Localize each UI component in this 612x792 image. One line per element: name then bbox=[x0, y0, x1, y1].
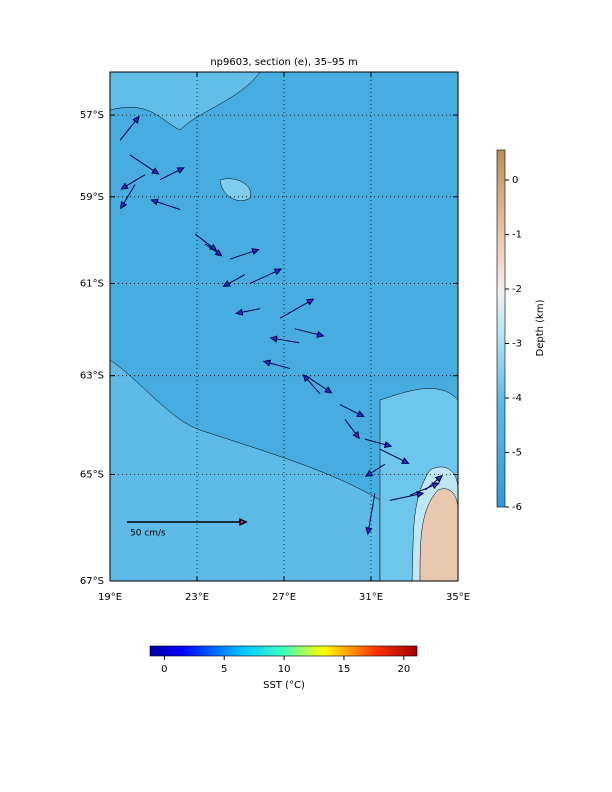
x-tick-label: 27°E bbox=[272, 592, 296, 603]
contour bbox=[219, 178, 252, 201]
y-tick-label: 59°S bbox=[80, 192, 104, 203]
colorbar-tick-label: 0 bbox=[161, 664, 167, 675]
x-tick-label: 23°E bbox=[185, 592, 209, 603]
scale-arrow-label: 50 cm/s bbox=[130, 529, 166, 539]
velocity-vector bbox=[302, 373, 321, 395]
colorbar-tick-label: -4 bbox=[512, 393, 522, 404]
velocity-vector bbox=[235, 308, 261, 316]
scale-arrow bbox=[127, 518, 248, 526]
velocity-vector bbox=[159, 167, 185, 181]
colorbar-tick-label: 5 bbox=[221, 664, 227, 675]
x-tick-label: 19°E bbox=[98, 592, 122, 603]
contour bbox=[110, 72, 261, 131]
velocity-vector bbox=[129, 154, 160, 175]
x-tick-label: 35°E bbox=[446, 592, 470, 603]
velocity-vector bbox=[222, 274, 246, 288]
map-title: np9603, section (e), 35–95 m bbox=[210, 57, 357, 68]
colorbar-tick-label: 15 bbox=[338, 664, 351, 675]
sst-colorbar bbox=[149, 645, 418, 657]
velocity-vector bbox=[344, 418, 360, 440]
velocity-vector bbox=[119, 115, 140, 141]
sst-colorbar-label: SST (°C) bbox=[263, 680, 305, 691]
colorbar-tick-label: 20 bbox=[397, 664, 410, 675]
colorbar-tick-label: -6 bbox=[512, 502, 522, 513]
land bbox=[419, 488, 458, 581]
y-tick-label: 65°S bbox=[80, 469, 104, 480]
velocity-vector bbox=[309, 378, 333, 394]
velocity-vector bbox=[204, 243, 223, 257]
colorbar-tick-label: 10 bbox=[278, 664, 291, 675]
velocity-vector bbox=[339, 404, 365, 418]
velocity-vector bbox=[150, 198, 181, 210]
velocity-vector bbox=[279, 298, 315, 319]
contour bbox=[110, 359, 381, 581]
velocity-vector bbox=[229, 248, 260, 260]
y-tick-label: 57°S bbox=[80, 110, 104, 121]
velocity-vector bbox=[262, 359, 291, 370]
velocity-vector bbox=[379, 448, 410, 464]
velocity-vector bbox=[364, 463, 386, 477]
velocity-vector bbox=[249, 268, 283, 284]
colorbar-tick-label: 0 bbox=[512, 175, 518, 186]
y-tick-label: 67°S bbox=[80, 576, 104, 587]
velocity-vector bbox=[120, 184, 136, 210]
velocity-vector bbox=[364, 438, 393, 448]
colorbar-tick-label: -1 bbox=[512, 229, 522, 240]
velocity-vector bbox=[269, 335, 300, 344]
depth-colorbar bbox=[496, 149, 506, 508]
velocity-vector bbox=[294, 328, 325, 338]
velocity-vector bbox=[425, 474, 443, 491]
colorbar-tick-label: -5 bbox=[512, 447, 522, 458]
colorbar-tick-label: -2 bbox=[512, 284, 522, 295]
depth-colorbar-label: Depth (km) bbox=[535, 299, 546, 356]
velocity-vector bbox=[389, 491, 425, 501]
y-tick-label: 63°S bbox=[80, 371, 104, 382]
velocity-vector bbox=[365, 493, 376, 536]
colorbar-tick-label: -3 bbox=[512, 338, 522, 349]
x-tick-label: 31°E bbox=[359, 592, 383, 603]
velocity-vector bbox=[120, 174, 146, 190]
y-tick-label: 61°S bbox=[80, 278, 104, 289]
